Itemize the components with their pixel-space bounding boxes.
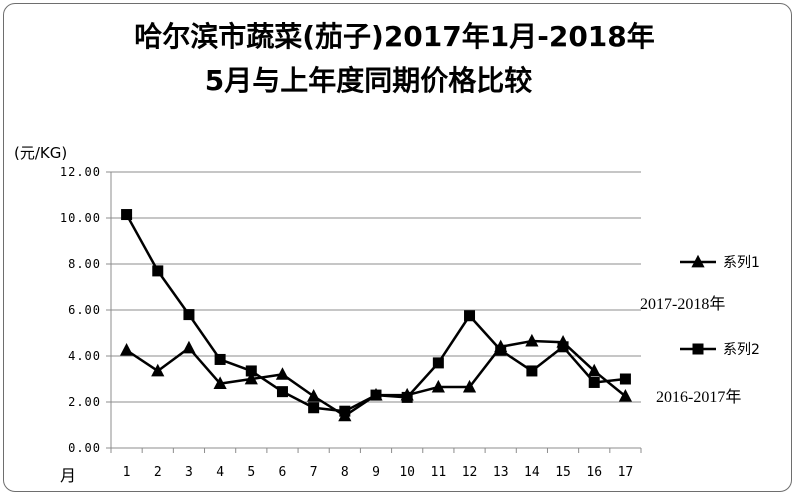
y-tick-label: 4.00 bbox=[68, 349, 101, 363]
x-tick-label: 3 bbox=[185, 465, 193, 480]
series2-point bbox=[152, 265, 164, 277]
x-tick-label: 13 bbox=[493, 465, 509, 480]
series1-point bbox=[213, 376, 227, 389]
x-tick-label: 5 bbox=[247, 465, 255, 480]
x-tick-label: 1 bbox=[123, 465, 131, 480]
series2-point bbox=[495, 344, 507, 356]
series2-line bbox=[125, 213, 626, 413]
series1-point bbox=[587, 363, 601, 377]
x-tick-label: 8 bbox=[341, 465, 349, 480]
x-tick-label: 7 bbox=[310, 465, 318, 480]
series2-point bbox=[308, 402, 320, 414]
series2-point bbox=[183, 309, 195, 321]
chart-frame bbox=[3, 3, 792, 492]
series1-point bbox=[182, 340, 196, 354]
series1-line bbox=[125, 339, 627, 418]
series2-point bbox=[557, 341, 569, 353]
series2-point bbox=[245, 365, 257, 377]
series1-point bbox=[307, 389, 321, 402]
x-tick-label: 2 bbox=[154, 465, 162, 480]
series2-point bbox=[464, 310, 476, 322]
legend-series1-label: 系列1 bbox=[723, 255, 760, 271]
series1-period-note: 2017-2018年 bbox=[640, 296, 726, 313]
series1-point bbox=[525, 333, 539, 347]
series2-point bbox=[401, 391, 413, 403]
series2-point bbox=[432, 357, 444, 369]
y-tick-label: 0.00 bbox=[68, 441, 101, 455]
chart-title-line1: 哈尔滨市蔬菜(茄子)2017年1月-2018年 bbox=[134, 20, 655, 53]
series2-point bbox=[588, 376, 600, 388]
series2-point bbox=[370, 389, 382, 401]
y-tick-label: 8.00 bbox=[68, 257, 101, 271]
series2-point bbox=[121, 209, 133, 221]
series1-point bbox=[275, 367, 290, 380]
x-axis-label: 月 bbox=[60, 466, 76, 485]
series1-point bbox=[431, 379, 445, 393]
x-tick-label: 6 bbox=[279, 465, 287, 480]
y-tick-label: 2.00 bbox=[68, 395, 101, 409]
series2-point bbox=[339, 405, 351, 417]
series1-point bbox=[244, 371, 258, 385]
y-tick-label: 6.00 bbox=[68, 303, 101, 317]
legend-series1-marker bbox=[691, 254, 705, 268]
series1-point bbox=[462, 379, 477, 393]
y-tick-label: 12.00 bbox=[60, 165, 101, 179]
y-tick-label: 10.00 bbox=[60, 211, 101, 225]
series1-point bbox=[119, 343, 134, 356]
x-tick-label: 17 bbox=[618, 465, 634, 480]
series2-point bbox=[276, 386, 288, 398]
y-axis-unit-label: (元/KG) bbox=[14, 144, 68, 162]
x-tick-label: 10 bbox=[399, 465, 415, 480]
legend-series2-label: 系列2 bbox=[723, 342, 760, 358]
series1-point bbox=[618, 389, 633, 402]
series2-point bbox=[619, 373, 631, 385]
x-tick-label: 4 bbox=[216, 465, 224, 480]
series2-point bbox=[214, 353, 226, 365]
x-tick-label: 15 bbox=[555, 465, 571, 480]
x-tick-label: 16 bbox=[586, 465, 602, 480]
series1-point bbox=[151, 363, 165, 377]
legend-series2-marker bbox=[692, 343, 704, 355]
chart-title-line2: 5月与上年度同期价格比较 bbox=[204, 64, 533, 97]
x-tick-label: 12 bbox=[462, 465, 478, 480]
series2-period-note: 2016-2017年 bbox=[656, 389, 742, 406]
x-tick-label: 14 bbox=[524, 465, 540, 480]
x-tick-label: 11 bbox=[431, 465, 447, 480]
x-tick-label: 9 bbox=[372, 465, 380, 480]
series2-point bbox=[526, 365, 538, 377]
